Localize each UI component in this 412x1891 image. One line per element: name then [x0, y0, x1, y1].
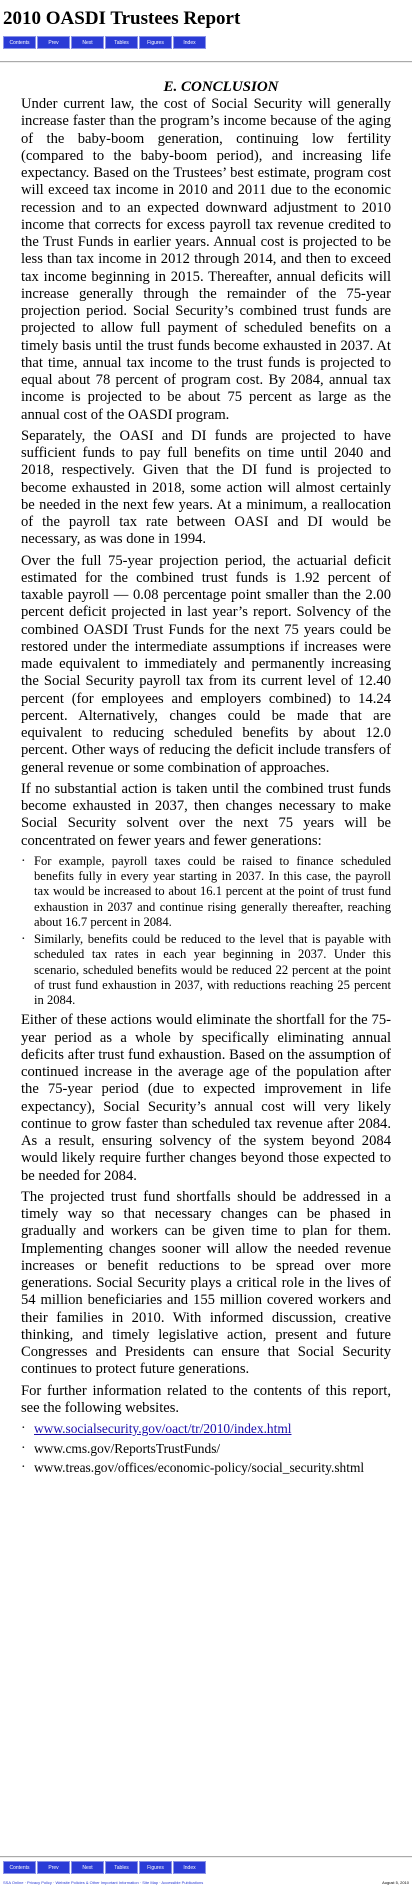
paragraph: The projected trust fund shortfalls shou… [21, 1189, 391, 1379]
paragraph: Over the full 75-year projection period,… [21, 553, 391, 777]
footer-links[interactable]: SSA Online · Privacy Policy · Website Po… [3, 1880, 409, 1886]
paragraph: Either of these actions would eliminate … [21, 1012, 391, 1185]
main-content: E. CONCLUSION Under current law, the cos… [21, 78, 391, 1480]
scenario-list: For example, payroll taxes could be rais… [21, 854, 391, 1009]
nav-figures-button[interactable]: Figures [139, 1861, 172, 1874]
nav-tables-button[interactable]: Tables [105, 1861, 138, 1874]
cms-website-text: www.cms.gov/ReportsTrustFunds/ [34, 1441, 220, 1456]
bottom-divider [0, 1856, 412, 1858]
list-item: www.treas.gov/offices/economic-policy/so… [21, 1460, 391, 1477]
ssa-trustees-report-link[interactable]: www.socialsecurity.gov/oact/tr/2010/inde… [34, 1421, 291, 1436]
list-item: www.cms.gov/ReportsTrustFunds/ [21, 1441, 391, 1458]
top-nav: Contents Prev Next Tables Figures Index [3, 36, 206, 49]
nav-prev-button[interactable]: Prev [37, 1861, 70, 1874]
top-divider [0, 61, 412, 63]
website-list: www.socialsecurity.gov/oact/tr/2010/inde… [21, 1421, 391, 1477]
nav-contents-button[interactable]: Contents [3, 1861, 36, 1874]
nav-prev-button[interactable]: Prev [37, 36, 70, 49]
nav-next-button[interactable]: Next [71, 36, 104, 49]
list-item: For example, payroll taxes could be rais… [21, 854, 391, 930]
nav-contents-button[interactable]: Contents [3, 36, 36, 49]
nav-index-button[interactable]: Index [173, 1861, 206, 1874]
report-title: 2010 OASDI Trustees Report [3, 8, 240, 30]
bottom-nav: Contents Prev Next Tables Figures Index [3, 1861, 206, 1874]
treasury-website-text: www.treas.gov/offices/economic-policy/so… [34, 1460, 364, 1475]
paragraph: For further information related to the c… [21, 1383, 391, 1418]
section-heading: E. CONCLUSION [51, 78, 391, 96]
list-item: Similarly, benefits could be reduced to … [21, 932, 391, 1008]
list-item: www.socialsecurity.gov/oact/tr/2010/inde… [21, 1421, 391, 1438]
paragraph: Separately, the OASI and DI funds are pr… [21, 428, 391, 549]
paragraph: If no substantial action is taken until … [21, 781, 391, 850]
nav-tables-button[interactable]: Tables [105, 36, 138, 49]
footer-date: August 5, 2010 [382, 1880, 409, 1886]
paragraph: Under current law, the cost of Social Se… [21, 96, 391, 424]
nav-figures-button[interactable]: Figures [139, 36, 172, 49]
nav-next-button[interactable]: Next [71, 1861, 104, 1874]
nav-index-button[interactable]: Index [173, 36, 206, 49]
